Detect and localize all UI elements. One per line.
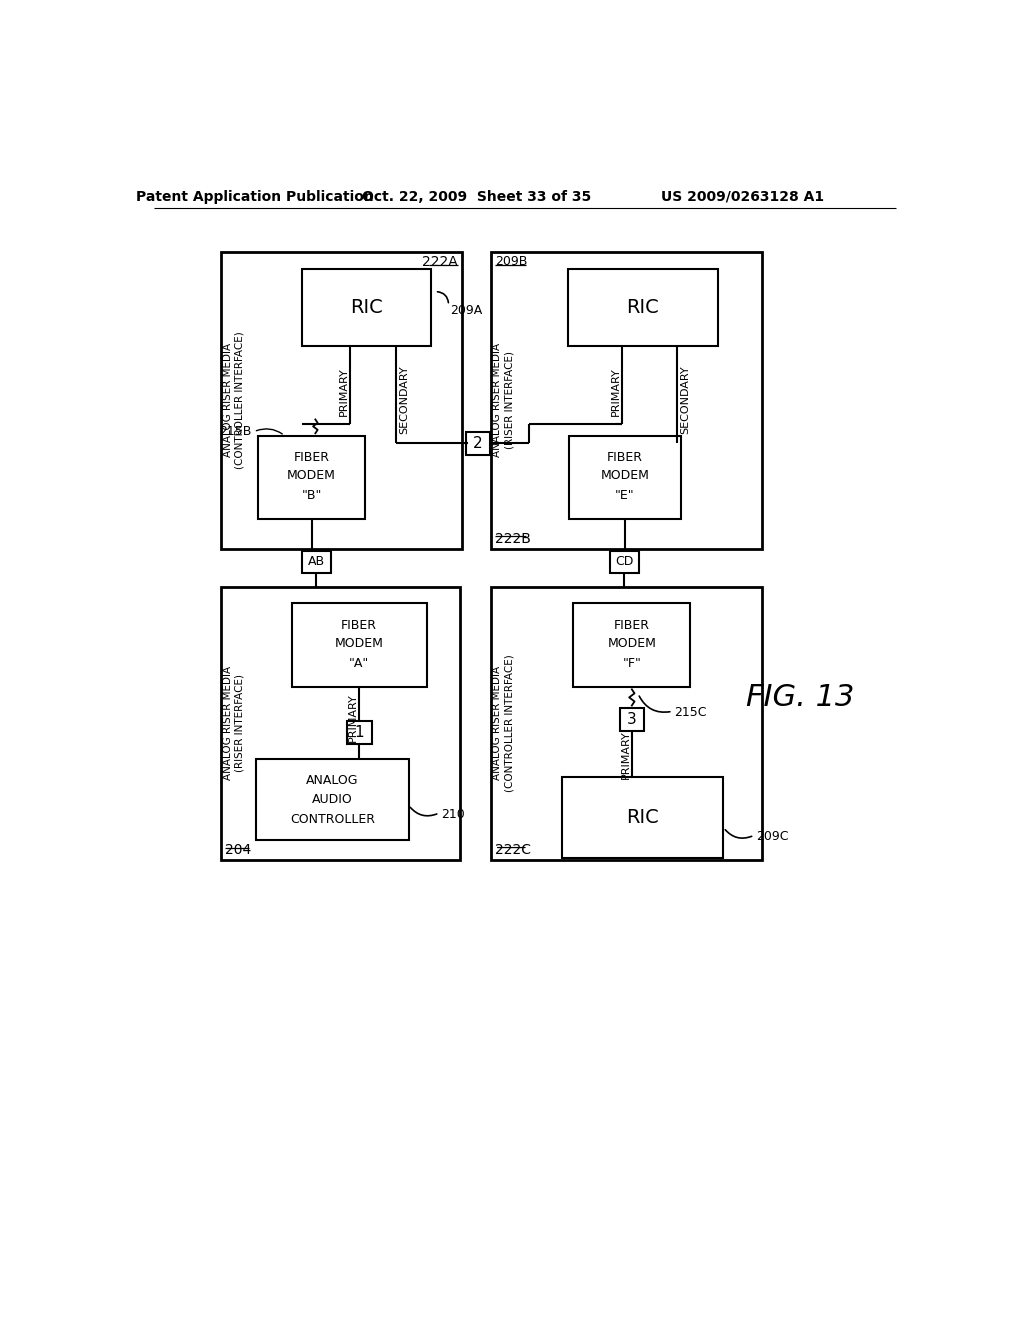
Text: 204: 204 [225, 842, 252, 857]
Text: CONTROLLER: CONTROLLER [290, 813, 375, 825]
Bar [258, 436, 366, 519]
Text: FIBER: FIBER [341, 619, 377, 631]
Text: ANALOG RISER MEDIA
(RISER INTERFACE): ANALOG RISER MEDIA (RISER INTERFACE) [223, 665, 245, 780]
Text: ANALOG RISER MEDIA
(CONTROLLER INTERFACE): ANALOG RISER MEDIA (CONTROLLER INTERFACE… [223, 331, 245, 469]
Bar [569, 436, 681, 519]
Text: MODEM: MODEM [607, 638, 656, 649]
Text: 209C: 209C [756, 830, 788, 843]
Text: US 2009/0263128 A1: US 2009/0263128 A1 [662, 190, 824, 203]
Bar [301, 268, 431, 346]
Text: RIC: RIC [627, 297, 659, 317]
Text: AB: AB [307, 556, 325, 569]
Bar [490, 252, 762, 549]
Text: PRIMARY: PRIMARY [610, 367, 621, 416]
Text: CD: CD [615, 556, 633, 569]
Bar [620, 708, 644, 731]
Text: 1: 1 [354, 725, 365, 739]
Text: PRIMARY: PRIMARY [339, 367, 349, 416]
Text: SECONDARY: SECONDARY [680, 366, 690, 434]
Text: FIBER: FIBER [607, 450, 643, 463]
Text: RIC: RIC [350, 297, 383, 317]
Text: FIBER: FIBER [613, 619, 650, 631]
Text: 3: 3 [627, 713, 637, 727]
Bar [466, 432, 490, 455]
Text: MODEM: MODEM [287, 469, 336, 482]
Text: Oct. 22, 2009  Sheet 33 of 35: Oct. 22, 2009 Sheet 33 of 35 [362, 190, 592, 203]
Bar [292, 603, 427, 686]
Text: ANALOG: ANALOG [306, 774, 358, 787]
Bar [490, 586, 762, 859]
Text: "E": "E" [615, 490, 635, 502]
Bar [568, 268, 718, 346]
Text: "F": "F" [623, 657, 641, 671]
Text: 215B: 215B [219, 425, 252, 438]
Text: "A": "A" [349, 657, 370, 671]
Text: PRIMARY: PRIMARY [621, 730, 631, 779]
Text: MODEM: MODEM [600, 469, 649, 482]
Text: Patent Application Publication: Patent Application Publication [136, 190, 374, 203]
Text: SECONDARY: SECONDARY [399, 366, 409, 434]
Text: PRIMARY: PRIMARY [348, 693, 358, 742]
Text: MODEM: MODEM [335, 638, 384, 649]
Bar [221, 252, 462, 549]
Text: AUDIO: AUDIO [312, 792, 352, 805]
Bar [609, 552, 639, 573]
Text: 209A: 209A [451, 305, 482, 317]
Text: FIG. 13: FIG. 13 [746, 682, 855, 711]
Text: "B": "B" [301, 490, 322, 502]
Text: ANALOG RISER MEDIA
(CONTROLLER INTERFACE): ANALOG RISER MEDIA (CONTROLLER INTERFACE… [493, 653, 514, 792]
Bar [562, 777, 724, 858]
Text: 222C: 222C [495, 842, 530, 857]
Text: 215C: 215C [674, 706, 707, 719]
Bar [573, 603, 690, 686]
Text: RIC: RIC [627, 808, 659, 828]
Bar [221, 586, 460, 859]
Text: 210: 210 [441, 808, 465, 821]
Text: ANALOG RISER MEDIA
(RISER INTERFACE): ANALOG RISER MEDIA (RISER INTERFACE) [493, 343, 514, 457]
Bar [301, 552, 331, 573]
Text: 222B: 222B [495, 532, 530, 545]
Text: 222A: 222A [422, 256, 458, 269]
Bar [256, 759, 409, 840]
Text: 2: 2 [473, 436, 482, 451]
Text: FIBER: FIBER [294, 450, 330, 463]
Text: 209B: 209B [495, 256, 527, 268]
Bar [347, 721, 372, 743]
